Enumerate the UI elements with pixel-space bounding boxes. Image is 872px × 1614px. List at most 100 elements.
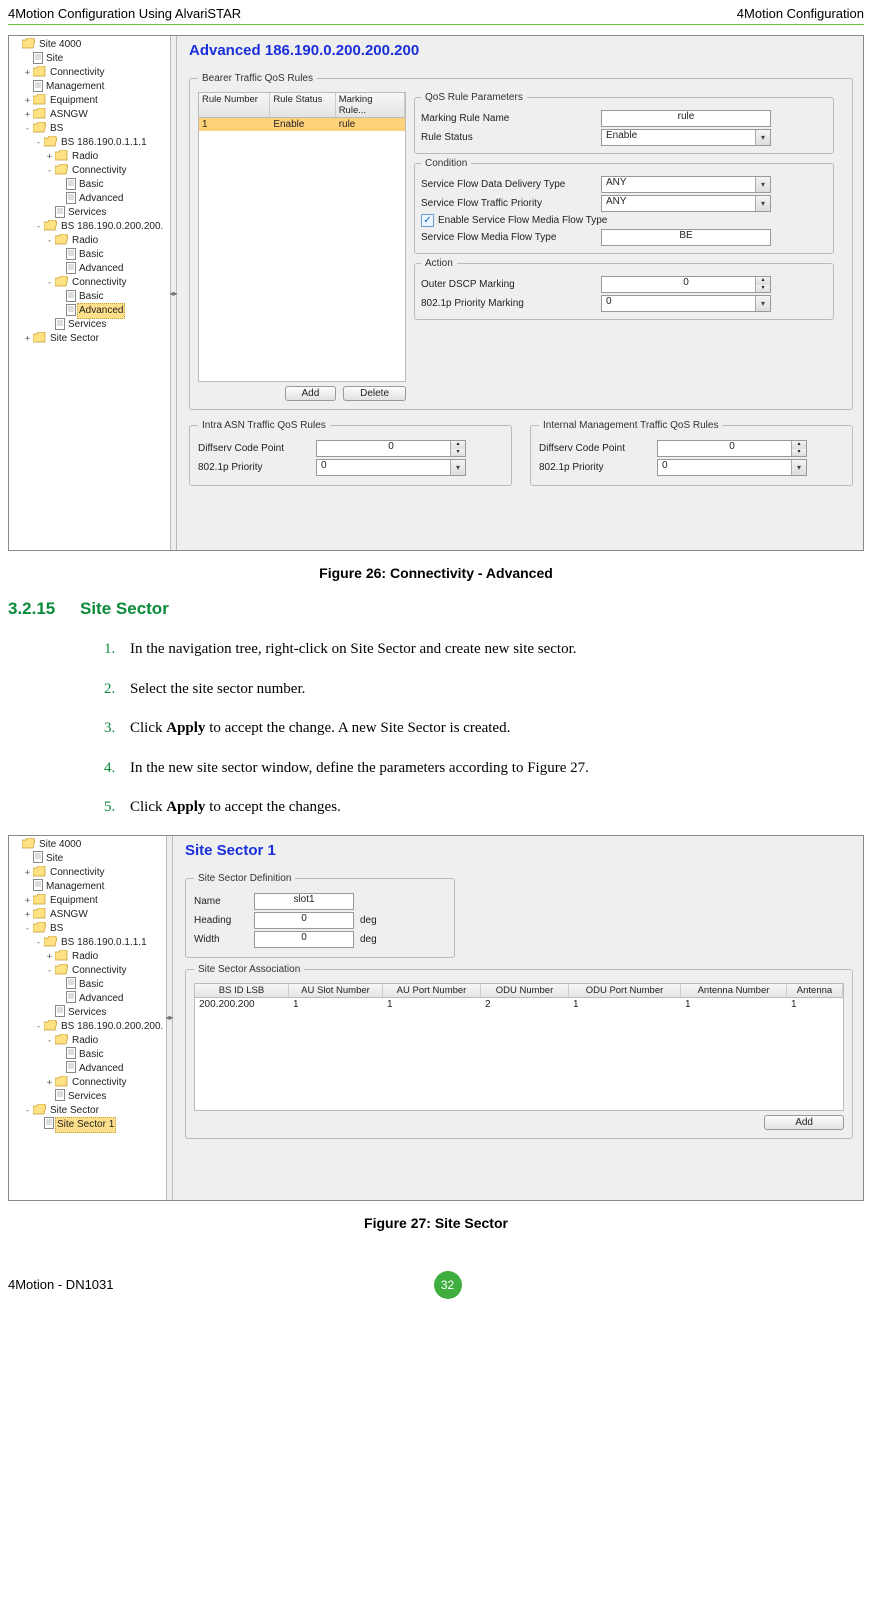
nav-tree[interactable]: Site 4000 Site+Connectivity Management+E… xyxy=(9,836,167,1200)
expand-icon[interactable]: - xyxy=(44,276,55,290)
col-bsidlsb[interactable]: BS ID LSB xyxy=(195,984,289,997)
tree-node[interactable]: Services xyxy=(11,1090,166,1104)
tree-node[interactable]: -BS xyxy=(11,922,166,936)
tree-node[interactable]: Management xyxy=(11,80,170,94)
assoc-table[interactable]: BS ID LSB AU Slot Number AU Port Number … xyxy=(194,983,844,1111)
tree-node[interactable]: +Site Sector xyxy=(11,332,170,346)
tree-node[interactable]: Basic xyxy=(11,290,170,304)
expand-icon[interactable] xyxy=(44,318,55,332)
tree-node[interactable]: -BS 186.190.0.1.1.1 xyxy=(11,936,166,950)
marking-rule-name-input[interactable]: rule xyxy=(601,110,771,127)
tree-node[interactable]: Advanced xyxy=(11,262,170,276)
expand-icon[interactable] xyxy=(22,852,33,866)
tree-node[interactable]: -Site Sector xyxy=(11,1104,166,1118)
p8021-select[interactable]: 0▾ xyxy=(601,295,771,312)
expand-icon[interactable]: - xyxy=(44,164,55,178)
expand-icon[interactable] xyxy=(55,992,66,1006)
tree-node[interactable]: +Radio xyxy=(11,150,170,164)
expand-icon[interactable] xyxy=(55,192,66,206)
expand-icon[interactable]: - xyxy=(44,234,55,248)
expand-icon[interactable] xyxy=(22,80,33,94)
col-antnum[interactable]: Antenna Number xyxy=(681,984,787,997)
tree-node[interactable]: Services xyxy=(11,318,170,332)
tree-node[interactable]: -BS xyxy=(11,122,170,136)
expand-icon[interactable] xyxy=(55,262,66,276)
int-8021p-select[interactable]: 0▾ xyxy=(657,459,807,476)
expand-icon[interactable] xyxy=(22,52,33,66)
tree-node[interactable]: +Equipment xyxy=(11,94,170,108)
col-rule-status[interactable]: Rule Status xyxy=(270,93,335,117)
sftp-select[interactable]: ANY▾ xyxy=(601,195,771,212)
tree-node[interactable]: Services xyxy=(11,1006,166,1020)
tree-node[interactable]: -BS 186.190.0.200.200. xyxy=(11,1020,166,1034)
expand-icon[interactable]: + xyxy=(22,94,33,108)
int-dcp-spinner[interactable]: 0▴▾ xyxy=(657,440,807,457)
tree-node[interactable]: -Connectivity xyxy=(11,276,170,290)
expand-icon[interactable]: - xyxy=(22,922,33,936)
expand-icon[interactable]: + xyxy=(22,894,33,908)
expand-icon[interactable] xyxy=(55,178,66,192)
expand-icon[interactable] xyxy=(33,1118,44,1132)
col-oduport[interactable]: ODU Port Number xyxy=(569,984,681,997)
tree-node[interactable]: +Connectivity xyxy=(11,1076,166,1090)
tree-node[interactable]: +Connectivity xyxy=(11,866,166,880)
tree-node[interactable]: Advanced xyxy=(11,1062,166,1076)
expand-icon[interactable]: + xyxy=(22,108,33,122)
sfd-select[interactable]: ANY▾ xyxy=(601,176,771,193)
tree-node[interactable]: Basic xyxy=(11,978,166,992)
expand-icon[interactable]: - xyxy=(33,220,44,234)
expand-icon[interactable] xyxy=(44,1006,55,1020)
expand-icon[interactable]: + xyxy=(22,66,33,80)
expand-icon[interactable] xyxy=(44,1090,55,1104)
add-button[interactable]: Add xyxy=(764,1115,844,1130)
expand-icon[interactable]: - xyxy=(22,1104,33,1118)
col-auslot[interactable]: AU Slot Number xyxy=(289,984,383,997)
expand-icon[interactable]: + xyxy=(44,950,55,964)
expand-icon[interactable] xyxy=(22,880,33,894)
tree-node[interactable]: Management xyxy=(11,880,166,894)
col-marking-rule[interactable]: Marking Rule... xyxy=(336,93,405,117)
expand-icon[interactable] xyxy=(44,206,55,220)
expand-icon[interactable] xyxy=(55,978,66,992)
rule-row[interactable]: 1 Enable rule xyxy=(199,118,405,131)
tree-node[interactable]: Site 4000 xyxy=(11,838,166,852)
expand-icon[interactable] xyxy=(55,290,66,304)
tree-node[interactable]: -BS 186.190.0.200.200. xyxy=(11,220,170,234)
tree-node[interactable]: +ASNGW xyxy=(11,908,166,922)
tree-node[interactable]: +Radio xyxy=(11,950,166,964)
expand-icon[interactable] xyxy=(55,1062,66,1076)
tree-node[interactable]: -Radio xyxy=(11,1034,166,1048)
tree-node[interactable]: Basic xyxy=(11,248,170,262)
heading-input[interactable]: 0 xyxy=(254,912,354,929)
tree-node[interactable]: Site Sector 1 xyxy=(11,1118,166,1132)
tree-node[interactable]: -Connectivity xyxy=(11,964,166,978)
tree-node[interactable]: Basic xyxy=(11,1048,166,1062)
expand-icon[interactable]: - xyxy=(44,1034,55,1048)
intra-dcp-spinner[interactable]: 0▴▾ xyxy=(316,440,466,457)
col-ant[interactable]: Antenna xyxy=(787,984,843,997)
expand-icon[interactable] xyxy=(11,38,22,52)
tree-node[interactable]: Advanced xyxy=(11,192,170,206)
width-input[interactable]: 0 xyxy=(254,931,354,948)
tree-node[interactable]: -Radio xyxy=(11,234,170,248)
expand-icon[interactable]: - xyxy=(22,122,33,136)
rule-status-select[interactable]: Enable▾ xyxy=(601,129,771,146)
expand-icon[interactable]: + xyxy=(44,1076,55,1090)
tree-node[interactable]: -Connectivity xyxy=(11,164,170,178)
expand-icon[interactable]: - xyxy=(44,964,55,978)
delete-button[interactable]: Delete xyxy=(343,386,406,401)
expand-icon[interactable] xyxy=(55,248,66,262)
tree-node[interactable]: Advanced xyxy=(11,992,166,1006)
dscp-spinner[interactable]: 0▴▾ xyxy=(601,276,771,293)
expand-icon[interactable] xyxy=(55,304,66,318)
tree-node[interactable]: Site xyxy=(11,52,170,66)
expand-icon[interactable]: - xyxy=(33,136,44,150)
expand-icon[interactable]: - xyxy=(33,936,44,950)
tree-node[interactable]: Services xyxy=(11,206,170,220)
col-odunum[interactable]: ODU Number xyxy=(481,984,569,997)
expand-icon[interactable]: + xyxy=(44,150,55,164)
expand-icon[interactable] xyxy=(55,1048,66,1062)
tree-node[interactable]: Site 4000 xyxy=(11,38,170,52)
tree-node[interactable]: Site xyxy=(11,852,166,866)
tree-node[interactable]: +Connectivity xyxy=(11,66,170,80)
